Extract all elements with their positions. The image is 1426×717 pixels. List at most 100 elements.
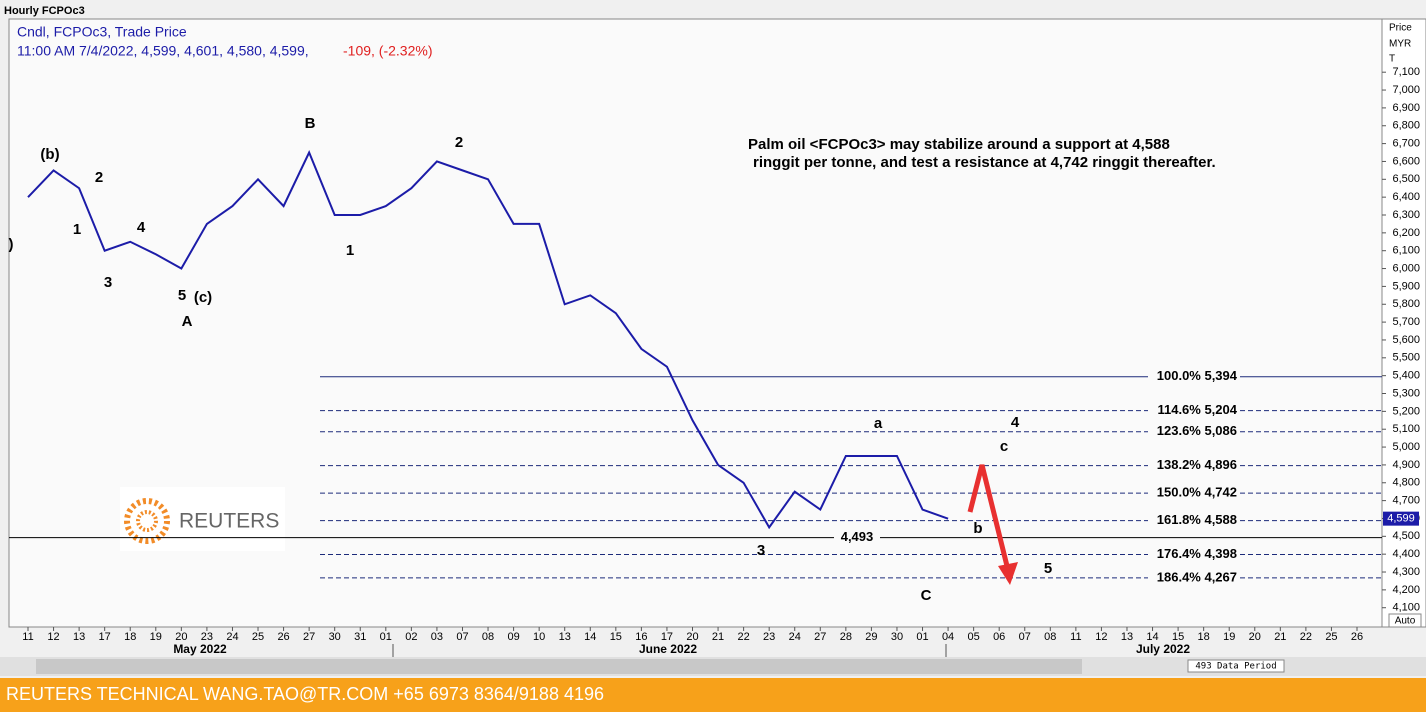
y-tick-label: 6,000 xyxy=(1392,262,1420,274)
y-tick-label: 6,700 xyxy=(1392,138,1420,150)
fib-label-bg xyxy=(1148,423,1240,440)
y-tick-label: 6,200 xyxy=(1392,227,1420,239)
logo-mark xyxy=(124,498,170,544)
axis-header: T xyxy=(1389,54,1395,65)
wave-label: (b) xyxy=(40,146,59,163)
fib-label: 123.6% 5,086 xyxy=(1157,423,1237,438)
y-tick-label: 5,200 xyxy=(1392,405,1420,417)
wave-label: A xyxy=(182,313,193,330)
y-tick-label: 6,900 xyxy=(1392,102,1420,114)
y-tick-label: 6,600 xyxy=(1392,155,1420,167)
y-tick-label: 4,800 xyxy=(1392,477,1420,489)
scroll-label: 493 Data Period xyxy=(1195,662,1276,672)
month-label: July 2022 xyxy=(1136,642,1190,656)
wave-label: C xyxy=(921,587,932,604)
x-tick-label: 18 xyxy=(124,631,136,643)
fib-label-bg xyxy=(1148,485,1240,502)
y-tick-label: 6,800 xyxy=(1392,120,1420,132)
fib-label: 176.4% 4,398 xyxy=(1157,546,1237,561)
month-label: June 2022 xyxy=(639,642,697,656)
last-price-box xyxy=(1383,511,1419,526)
wave-label: 1 xyxy=(346,242,354,259)
wave-label: b xyxy=(973,520,982,537)
x-tick-label: 14 xyxy=(1146,631,1158,643)
y-tick-label: 4,700 xyxy=(1392,495,1420,507)
x-tick-label: 07 xyxy=(456,631,468,643)
x-tick-label: 23 xyxy=(763,631,775,643)
x-tick-label: 15 xyxy=(610,631,622,643)
fib-label-bg xyxy=(1148,457,1240,474)
y-tick-label: 7,100 xyxy=(1392,66,1420,78)
support-label: 4,493 xyxy=(841,529,874,544)
x-tick-label: 19 xyxy=(1223,631,1235,643)
x-tick-label: 21 xyxy=(1274,631,1286,643)
commentary: Palm oil <FCPOc3> may stabilize around a… xyxy=(748,136,1170,153)
wave-label: 3 xyxy=(104,274,112,291)
x-tick-label: 11 xyxy=(22,631,33,643)
x-tick-label: 30 xyxy=(329,631,341,643)
x-tick-label: 31 xyxy=(354,631,366,643)
y-tick-label: 4,200 xyxy=(1392,584,1420,596)
x-tick-label: 10 xyxy=(533,631,545,643)
x-tick-label: 08 xyxy=(482,631,494,643)
price-line xyxy=(27,150,949,530)
fib-label: 138.2% 4,896 xyxy=(1157,457,1237,472)
y-tick-label: 5,400 xyxy=(1392,370,1420,382)
x-tick-label: 20 xyxy=(175,631,187,643)
x-tick-label: 20 xyxy=(1249,631,1261,643)
wave-label: 4 xyxy=(1011,414,1020,431)
auto-button[interactable] xyxy=(1388,613,1422,628)
fib-label-bg xyxy=(1148,546,1240,563)
fib-label: 100.0% 5,394 xyxy=(1157,368,1238,383)
x-tick-label: 13 xyxy=(1121,631,1133,643)
x-tick-label: 15 xyxy=(1172,631,1184,643)
x-tick-label: 28 xyxy=(840,631,852,643)
y-tick-label: 4,400 xyxy=(1392,548,1420,560)
x-tick-label: 05 xyxy=(968,631,980,643)
fib-label: 161.8% 4,588 xyxy=(1157,512,1237,527)
footer-bar xyxy=(0,678,1426,712)
x-tick-label: 19 xyxy=(150,631,162,643)
x-tick-label: 24 xyxy=(789,631,801,643)
window-title: Hourly FCPOc3 xyxy=(4,5,85,17)
fib-label: 114.6% 5,204 xyxy=(1157,402,1237,417)
y-tick-label: 4,500 xyxy=(1392,530,1420,542)
y-tick-label: 6,100 xyxy=(1392,245,1420,257)
x-tick-label: 06 xyxy=(993,631,1005,643)
x-tick-label: 27 xyxy=(814,631,826,643)
wave-label: 2 xyxy=(95,169,103,186)
arrow-head xyxy=(998,562,1018,585)
header-change: -109, (-2.32%) xyxy=(343,43,432,59)
x-tick-label: 16 xyxy=(635,631,647,643)
x-tick-label: 12 xyxy=(47,631,59,643)
wave-label: 5 xyxy=(1044,560,1052,577)
x-tick-label: 27 xyxy=(303,631,315,643)
y-tick-label: 5,000 xyxy=(1392,441,1420,453)
x-tick-label: 24 xyxy=(226,631,238,643)
x-tick-label: 17 xyxy=(661,631,673,643)
y-tick-label: 5,300 xyxy=(1392,387,1420,399)
logo-mark xyxy=(136,510,158,532)
arrow-line xyxy=(967,464,1011,571)
red-arrow xyxy=(967,464,1018,585)
x-tick-label: 03 xyxy=(431,631,443,643)
axis-header: Price xyxy=(1389,23,1412,34)
x-tick-label: 18 xyxy=(1198,631,1210,643)
wave-label: 3 xyxy=(757,542,765,559)
x-tick-label: 14 xyxy=(584,631,596,643)
auto-label[interactable]: Auto xyxy=(1395,616,1416,627)
y-tick-label: 5,900 xyxy=(1392,280,1420,292)
fib-label-bg xyxy=(1148,402,1240,419)
y-tick-label: 6,300 xyxy=(1392,209,1420,221)
y-tick-label: 6,500 xyxy=(1392,173,1420,185)
y-tick-label: 4,100 xyxy=(1392,602,1420,614)
x-tick-label: 01 xyxy=(380,631,392,643)
x-tick-label: 12 xyxy=(1095,631,1107,643)
footer: REUTERS TECHNICAL WANG.TAO@TR.COM +65 69… xyxy=(6,684,604,704)
commentary: ringgit per tonne, and test a resistance… xyxy=(753,154,1216,171)
scroll-thumb[interactable] xyxy=(36,659,1082,674)
fib-label: 150.0% 4,742 xyxy=(1157,485,1237,500)
x-tick-label: 02 xyxy=(405,631,417,643)
wave-label: (c) xyxy=(194,289,212,306)
